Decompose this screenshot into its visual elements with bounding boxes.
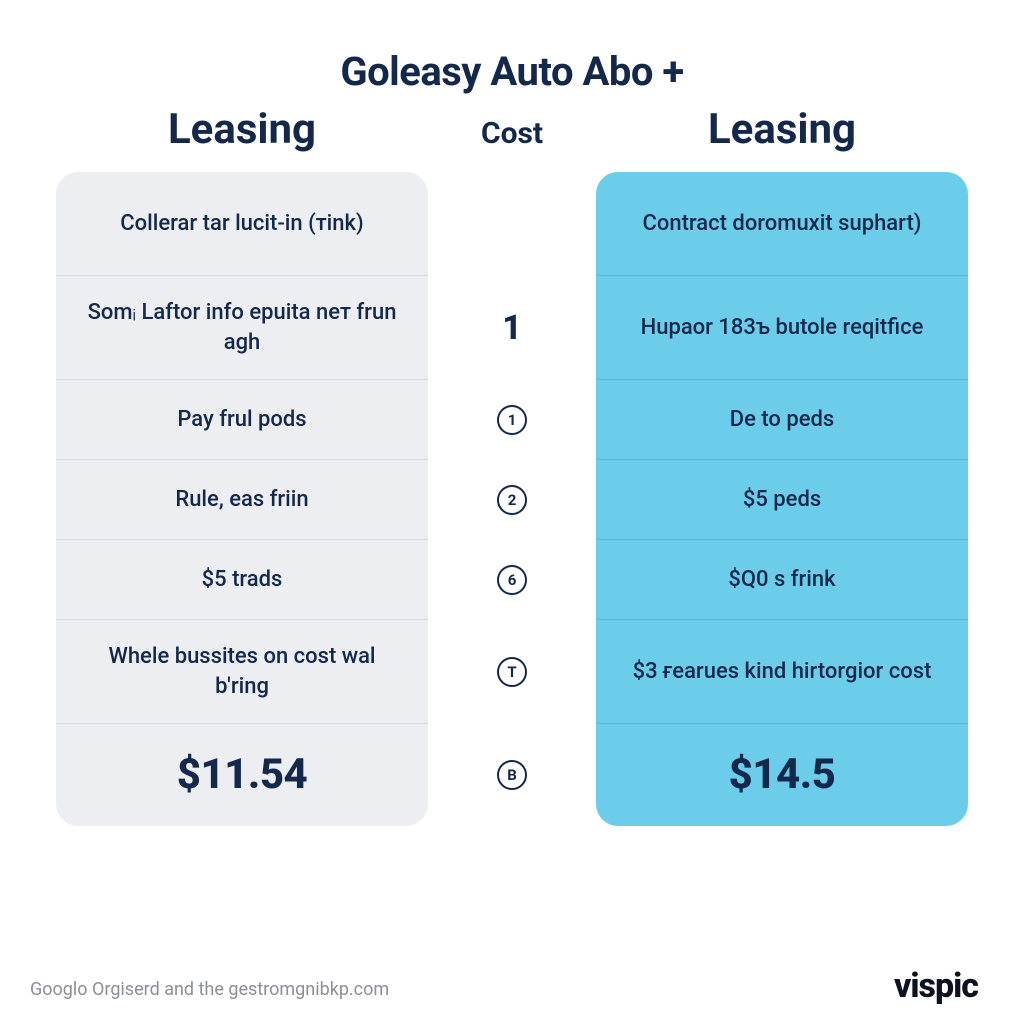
left-cell: Rule, eas friin xyxy=(56,460,428,540)
left-cell: Somᵢ Laftor info epuita neт frun agh xyxy=(56,276,428,380)
left-card: Collerar tar lucit-in (тink) Somᵢ Laftor… xyxy=(56,172,428,826)
comparison-grid: Collerar tar lucit-in (тink) Somᵢ Laftor… xyxy=(56,172,968,826)
mid-cell: B xyxy=(497,724,527,826)
left-cell: Whele bussites on cost wal b'ring xyxy=(56,620,428,724)
brand-logo: vispic xyxy=(894,966,978,1006)
column-header-mid: Cost xyxy=(452,116,572,151)
column-header-left: Leasing xyxy=(56,105,428,154)
mid-cell: 1 xyxy=(497,380,527,460)
right-cell: Contract doromuxit suphart) xyxy=(596,172,968,276)
right-cell: Hupaor 183ъ butole reqitfice xyxy=(596,276,968,380)
mid-cell: 6 xyxy=(497,540,527,620)
badge-icon: B xyxy=(497,760,527,790)
right-cell: De to peds xyxy=(596,380,968,460)
footer-attribution: Googlo Orgiserd and the gestromgnibkp.co… xyxy=(30,979,389,1000)
right-cell: $5 peds xyxy=(596,460,968,540)
mid-cell: 2 xyxy=(497,460,527,540)
left-cell: $5 trads xyxy=(56,540,428,620)
middle-column: 1 1 2 6 T B xyxy=(452,172,572,826)
right-card: Contract doromuxit suphart) Hupaor 183ъ … xyxy=(596,172,968,826)
comparison-infographic: Goleasy Auto Abo + Leasing Cost Leasing … xyxy=(0,0,1024,838)
page-title: Goleasy Auto Abo + xyxy=(56,48,968,95)
left-price: $11.54 xyxy=(56,724,428,826)
left-cell: Pay frul pods xyxy=(56,380,428,460)
badge-icon: 6 xyxy=(497,565,527,595)
badge-icon: 2 xyxy=(497,485,527,515)
right-cell: $Q0 s frink xyxy=(596,540,968,620)
right-price: $14.5 xyxy=(596,724,968,826)
column-header-right: Leasing xyxy=(596,105,968,154)
badge-icon: T xyxy=(497,657,527,687)
mid-cell: 1 xyxy=(502,276,522,380)
right-cell: $3 ғearues kind hirtorgior cost xyxy=(596,620,968,724)
mid-value: 1 xyxy=(502,308,522,348)
column-headers: Leasing Cost Leasing xyxy=(56,105,968,154)
badge-icon: 1 xyxy=(497,405,527,435)
mid-cell: T xyxy=(497,620,527,724)
left-cell: Collerar tar lucit-in (тink) xyxy=(56,172,428,276)
